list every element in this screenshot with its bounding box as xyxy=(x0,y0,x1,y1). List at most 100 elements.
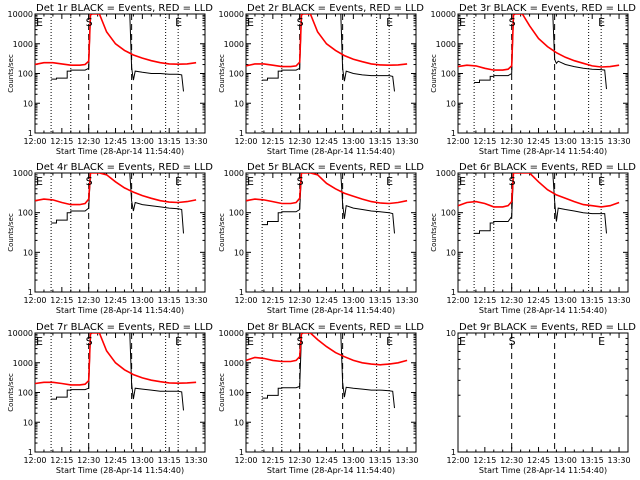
x-tick-label: 12:30 xyxy=(77,296,100,305)
y-tick-label: 1 xyxy=(239,129,244,138)
x-tick-label: 12:45 xyxy=(104,137,127,146)
x-tick-label: 12:30 xyxy=(288,137,311,146)
x-tick-label: 12:15 xyxy=(261,456,284,465)
chart-panel-9: Det 9r BLACK = Events, RED = LLD 1 10 12:00… xyxy=(446,322,636,475)
chart-panel-2: Det 2r BLACK = Events, RED = LLD 1 10 100 10… xyxy=(218,3,424,156)
event-marker-label: S xyxy=(297,335,304,348)
x-tick-label: 13:00 xyxy=(554,296,577,305)
x-tick-label: 12:30 xyxy=(288,456,311,465)
event-marker-label: E xyxy=(386,175,393,188)
event-marker-label: E xyxy=(247,335,254,348)
event-marker-label: S xyxy=(509,335,516,348)
x-tick-label: 13:00 xyxy=(554,137,577,146)
y-axis-title: Counts/sec xyxy=(430,54,438,93)
event-marker-label: E xyxy=(247,175,254,188)
plot-frame xyxy=(34,332,206,453)
x-tick-label: 13:30 xyxy=(185,296,208,305)
y-tick-label: 1 xyxy=(239,448,244,457)
y-tick-label: 1 xyxy=(239,288,244,297)
x-axis-title: Start Time (28-Apr-14 11:54:40) xyxy=(267,306,395,315)
x-tick-label: 12:30 xyxy=(77,137,100,146)
event-marker-label: S xyxy=(86,16,93,29)
plot-area xyxy=(511,333,556,452)
event-marker-label: S xyxy=(297,16,304,29)
series-line xyxy=(246,173,408,205)
x-tick-label: 13:30 xyxy=(185,137,208,146)
event-marker-label: S xyxy=(297,175,304,188)
x-tick-label: 12:00 xyxy=(446,137,469,146)
chart-panel-4: Det 4r BLACK = Events, RED = LLD 1 10 100 10… xyxy=(7,162,213,315)
y-tick-label: 1 xyxy=(28,129,33,138)
y-tick-label: 10 xyxy=(234,248,244,257)
y-tick-label: 1 xyxy=(451,129,456,138)
x-tick-label: 13:00 xyxy=(131,456,154,465)
x-axis-title: Start Time (28-Apr-14 11:54:40) xyxy=(56,147,184,156)
x-tick-label: 12:15 xyxy=(261,137,284,146)
event-marker-label: E xyxy=(598,16,605,29)
series-line xyxy=(246,333,408,366)
x-axis-title: Start Time (28-Apr-14 11:54:40) xyxy=(479,466,607,475)
event-marker-label: E xyxy=(598,175,605,188)
x-tick-label: 13:30 xyxy=(608,296,631,305)
x-tick-label: 13:30 xyxy=(185,456,208,465)
x-tick-label: 12:00 xyxy=(446,456,469,465)
x-tick-label: 12:00 xyxy=(234,296,257,305)
y-tick-label: 10 xyxy=(234,99,244,108)
event-marker-label: E xyxy=(175,16,182,29)
event-marker-label: E xyxy=(175,335,182,348)
x-tick-label: 13:15 xyxy=(158,296,181,305)
x-tick-label: 12:00 xyxy=(234,456,257,465)
x-tick-label: 12:45 xyxy=(527,137,550,146)
plot-area xyxy=(246,14,408,133)
x-tick-label: 13:00 xyxy=(554,456,577,465)
series-line xyxy=(51,333,184,411)
x-tick-label: 13:15 xyxy=(581,456,604,465)
event-marker-label: E xyxy=(459,175,466,188)
x-tick-label: 13:30 xyxy=(608,137,631,146)
y-tick-label: 10 xyxy=(23,99,33,108)
plot-area xyxy=(458,14,620,133)
x-tick-label: 13:00 xyxy=(342,137,365,146)
y-tick-label: 10 xyxy=(234,418,244,427)
series-line xyxy=(458,14,620,71)
y-axis-title: Counts/sec xyxy=(7,213,15,252)
x-tick-label: 12:00 xyxy=(23,137,46,146)
x-tick-label: 12:45 xyxy=(527,296,550,305)
x-tick-label: 13:30 xyxy=(396,137,419,146)
plot-frame xyxy=(34,172,206,293)
series-line xyxy=(262,333,395,409)
chart-title: Det 8r BLACK = Events, RED = LLD xyxy=(247,322,424,333)
x-tick-label: 12:30 xyxy=(288,296,311,305)
x-tick-label: 13:15 xyxy=(158,137,181,146)
y-tick-label: 10000 xyxy=(219,10,244,19)
event-marker-label: S xyxy=(86,175,93,188)
y-tick-label: 1000 xyxy=(436,40,456,49)
x-tick-label: 12:45 xyxy=(104,456,127,465)
y-tick-label: 10 xyxy=(446,99,456,108)
event-marker-label: E xyxy=(459,335,466,348)
series-line xyxy=(474,173,607,234)
x-tick-label: 13:30 xyxy=(396,456,419,465)
x-tick-label: 13:00 xyxy=(342,456,365,465)
series-line xyxy=(458,173,620,208)
y-tick-label: 100 xyxy=(441,70,456,79)
y-tick-label: 100 xyxy=(229,389,244,398)
y-tick-label: 100 xyxy=(18,389,33,398)
chart-title: Det 2r BLACK = Events, RED = LLD xyxy=(247,3,424,14)
event-marker-label: E xyxy=(386,16,393,29)
x-tick-label: 12:00 xyxy=(23,296,46,305)
x-tick-label: 12:15 xyxy=(50,296,73,305)
x-tick-label: 13:15 xyxy=(369,137,392,146)
y-tick-label: 100 xyxy=(18,70,33,79)
plot-frame xyxy=(457,172,629,293)
x-tick-label: 12:15 xyxy=(473,456,496,465)
y-axis-title: Counts/sec xyxy=(218,213,226,252)
x-tick-label: 12:30 xyxy=(77,456,100,465)
event-marker-label: E xyxy=(598,335,605,348)
x-tick-label: 13:30 xyxy=(608,456,631,465)
x-tick-label: 13:00 xyxy=(131,137,154,146)
y-tick-label: 1000 xyxy=(13,40,33,49)
plot-area xyxy=(35,333,197,452)
x-axis-title: Start Time (28-Apr-14 11:54:40) xyxy=(267,466,395,475)
